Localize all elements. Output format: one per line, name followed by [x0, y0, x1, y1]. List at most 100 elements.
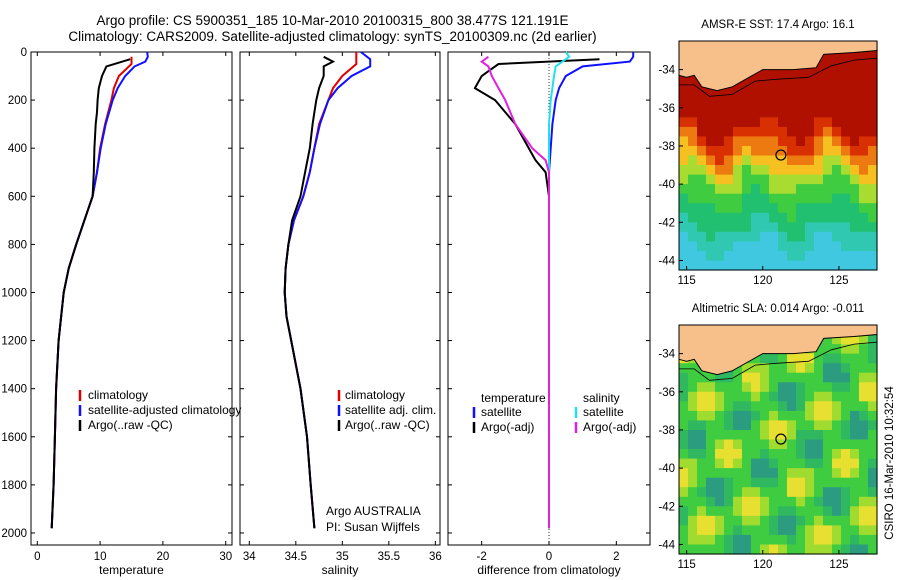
sst-map-ytick-label: -38: [658, 141, 675, 153]
sla-map-cell: [724, 410, 734, 421]
difference-legend-heading: salinity: [583, 391, 620, 405]
sst-map-cell: [787, 174, 797, 185]
salinity-legend-label: climatology: [345, 388, 405, 402]
sst-map-cell: [742, 193, 752, 204]
sst-map-cell: [706, 222, 716, 233]
sst-map-cell: [751, 126, 761, 137]
sst-map-cell: [868, 126, 878, 137]
sla-map-cell: [814, 477, 824, 488]
sst-map-cell: [859, 98, 869, 109]
sst-map-cell: [715, 250, 725, 261]
sst-map-cell: [697, 117, 707, 128]
sst-map-cell: [841, 155, 851, 166]
sla-map-cell: [688, 439, 698, 450]
sla-map-cell: [832, 534, 842, 545]
sla-map-cell: [832, 458, 842, 469]
sst-map-cell: [859, 146, 869, 157]
sst-map-cell: [814, 117, 824, 128]
sla-map-cell: [769, 372, 779, 383]
sla-map-cell: [778, 372, 788, 383]
sst-map-cell: [850, 98, 860, 109]
sst-map-cell: [760, 231, 770, 242]
sla-map-xtick-label: 120: [753, 559, 772, 571]
sla-map-cell: [706, 534, 716, 545]
sla-map-cell: [679, 439, 689, 450]
sla-map-cell: [787, 468, 797, 479]
sla-map-cell: [706, 410, 716, 421]
sst-map-cell: [841, 98, 851, 109]
sla-map-cell: [688, 410, 698, 421]
sst-map-xtick-label: 120: [753, 275, 772, 287]
sst-map-cell: [814, 60, 824, 71]
salinity-plot-frame: [239, 51, 441, 546]
sst-map-cell: [796, 88, 806, 99]
sla-map-cell: [796, 372, 806, 383]
sst-map-cell: [868, 146, 878, 157]
sst-map-cell: [706, 250, 716, 261]
sst-map-cell: [832, 155, 842, 166]
sla-map-cell: [724, 458, 734, 469]
sst-map-cell: [733, 174, 743, 185]
sst-map-cell: [724, 126, 734, 137]
sla-map-cell: [742, 515, 752, 526]
sla-map-cell: [733, 544, 743, 555]
sla-map-cell: [679, 487, 689, 498]
sla-map-cell: [859, 506, 869, 517]
sla-map-cell: [778, 534, 788, 545]
sla-map-cell: [760, 544, 770, 555]
sst-map-cell: [679, 79, 689, 90]
sla-map-cell: [688, 449, 698, 460]
sla-map-cell: [814, 430, 824, 441]
temperature-legend-label: satellite-adjusted climatology: [88, 403, 241, 417]
sla-map-cell: [859, 401, 869, 412]
sst-map-cell: [760, 88, 770, 99]
sst-map-cell: [832, 241, 842, 252]
sla-map-cell: [715, 506, 725, 517]
sla-map-cell: [778, 468, 788, 479]
sla-map-cell: [751, 420, 761, 431]
sla-map-cell: [805, 363, 815, 374]
sla-map-cell: [688, 477, 698, 488]
sla-map-cell: [859, 353, 869, 364]
sla-map-cell: [850, 439, 860, 450]
sla-map-cell: [697, 401, 707, 412]
sst-map-cell: [796, 165, 806, 176]
sst-map-cell: [769, 250, 779, 261]
sla-map-cell: [832, 334, 842, 345]
sla-map-cell: [805, 496, 815, 507]
sst-map-cell: [760, 126, 770, 137]
sst-map-cell: [823, 155, 833, 166]
sst-map-cell: [859, 260, 869, 271]
sst-map-cell: [715, 241, 725, 252]
sst-map-cell: [724, 155, 734, 166]
sst-map-cell: [868, 88, 878, 99]
sla-map-cell: [787, 430, 797, 441]
sla-map-cell: [823, 391, 833, 402]
sla-map-cell: [850, 525, 860, 536]
sst-map-cell: [697, 193, 707, 204]
sst-map-cell: [688, 231, 698, 242]
sst-map-cell: [769, 193, 779, 204]
sla-map-cell: [832, 391, 842, 402]
sla-map-cell: [760, 430, 770, 441]
sla-map-cell: [787, 534, 797, 545]
sst-map-cell: [679, 222, 689, 233]
sla-map-cell: [796, 544, 806, 555]
sst-map-cell: [841, 107, 851, 118]
sst-map-cell: [715, 155, 725, 166]
sst-map-cell: [724, 203, 734, 214]
sst-map-cell: [868, 155, 878, 166]
sla-map-cell: [769, 534, 779, 545]
sst-map-cell: [787, 260, 797, 271]
sst-map-cell: [688, 260, 698, 271]
sla-map-cell: [796, 477, 806, 488]
sla-map-cell: [841, 458, 851, 469]
sst-map-cell: [679, 136, 689, 147]
temperature-xtick-label: 30: [219, 551, 232, 563]
sla-map-ytick-label: -36: [658, 387, 675, 399]
sla-map-cell: [823, 477, 833, 488]
sla-map-cell: [778, 410, 788, 421]
sla-map-cell: [679, 515, 689, 526]
sst-map-cell: [868, 174, 878, 185]
sla-map-cell: [868, 525, 878, 536]
